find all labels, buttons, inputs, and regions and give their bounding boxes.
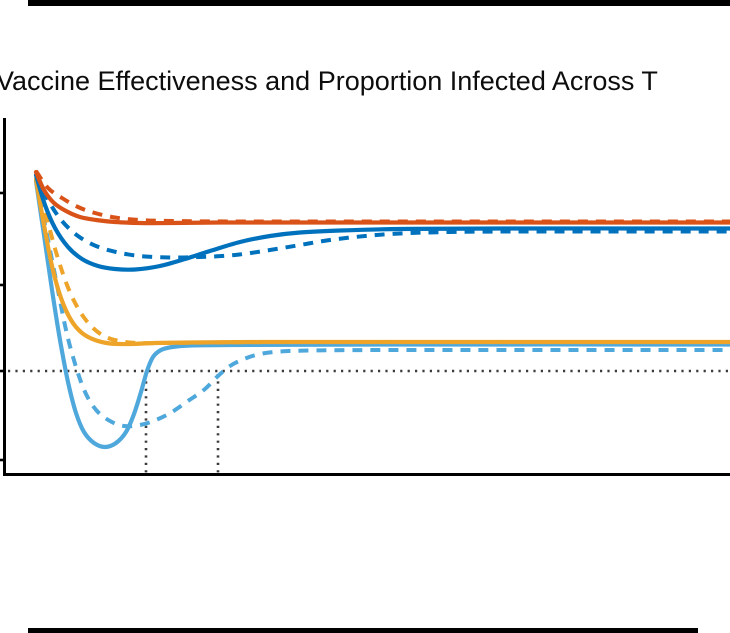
series-dark-orange-solid — [33, 169, 730, 226]
series-light-blue-dashed — [34, 179, 730, 429]
series-gold-solid — [33, 176, 730, 347]
chart-title: Vaccine Effectiveness and Proportion Inf… — [0, 66, 658, 96]
series-blue-dashed — [34, 173, 730, 260]
top-border-bar — [28, 0, 730, 6]
series-gold-dashed — [34, 177, 730, 346]
series-dark-orange-dashed — [34, 169, 730, 224]
series-light-blue-solid — [33, 178, 730, 450]
bottom-border-bar — [28, 628, 698, 633]
